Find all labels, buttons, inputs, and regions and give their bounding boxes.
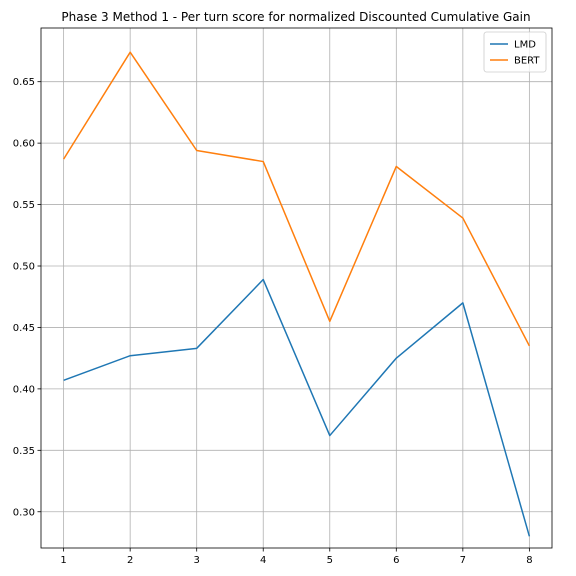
y-axis: 0.30 0.35 0.40 0.45 0.50 0.55 0.60 0.65 (13, 77, 41, 518)
x-axis: 1 2 3 4 5 6 7 8 (60, 548, 533, 566)
x-tick-label: 7 (460, 555, 466, 566)
y-tick-label: 0.65 (13, 77, 35, 88)
legend: LMD BERT (483, 31, 547, 73)
y-tick-label: 0.30 (13, 507, 35, 518)
plot-frame (40, 27, 553, 549)
y-tick-label: 0.45 (13, 323, 35, 334)
x-tick-label: 2 (127, 555, 133, 566)
x-tick-label: 8 (526, 555, 532, 566)
grid (41, 28, 552, 548)
chart-title: Phase 3 Method 1 - Per turn score for no… (61, 10, 530, 24)
x-tick-label: 6 (393, 555, 399, 566)
series-line-bert (62, 51, 531, 347)
legend-label-lmd: LMD (514, 40, 536, 51)
y-tick-label: 0.40 (13, 384, 35, 395)
series-layer (62, 51, 531, 537)
x-tick-label: 4 (260, 555, 266, 566)
x-tick-label: 5 (327, 555, 333, 566)
legend-box (483, 31, 547, 73)
series-line-lmd (63, 278, 531, 537)
y-tick-label: 0.35 (13, 446, 35, 457)
y-tick-label: 0.55 (13, 200, 35, 211)
legend-label-bert: BERT (514, 56, 540, 67)
y-tick-label: 0.50 (13, 262, 35, 273)
x-tick-label: 3 (194, 555, 200, 566)
x-tick-label: 1 (60, 555, 66, 566)
y-tick-label: 0.60 (13, 139, 35, 150)
